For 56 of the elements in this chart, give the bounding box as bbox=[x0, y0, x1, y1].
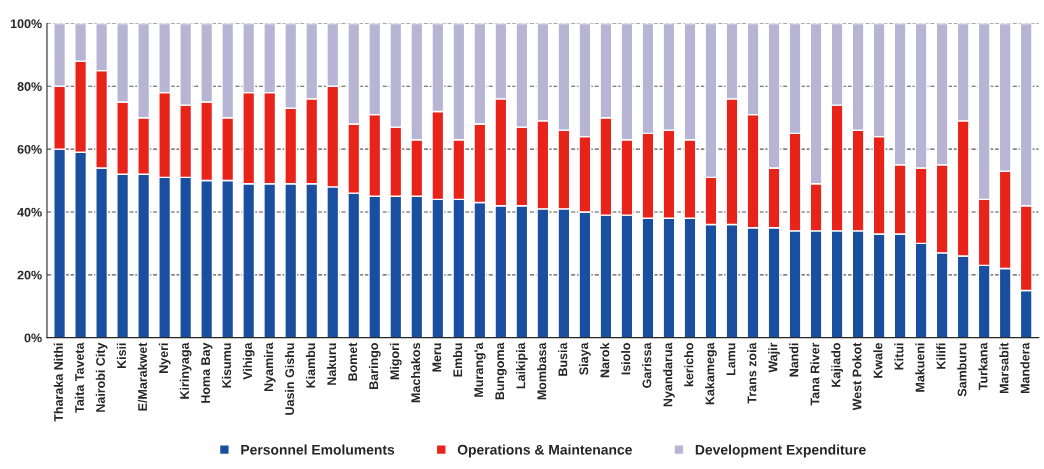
x-tick-label: Kiambu bbox=[305, 343, 316, 388]
x-tick-label: Nyamira bbox=[263, 342, 276, 392]
x-tick-label: Kajiado bbox=[831, 343, 843, 387]
x-tick-label: Nyandarua bbox=[663, 342, 675, 407]
x-tick-label: E/Marakwet bbox=[137, 342, 148, 411]
x-tick-label: Taita Taveta bbox=[74, 342, 84, 413]
x-tick-label: Tana River bbox=[810, 342, 820, 406]
x-tick-label: Samburu bbox=[957, 343, 967, 397]
x-tick-label: Bomet bbox=[348, 342, 358, 381]
x-tick-label: kericho bbox=[684, 343, 694, 387]
legend-label: Development Expenditure bbox=[695, 444, 866, 458]
x-tick-label: Kilifi bbox=[936, 343, 946, 369]
x-tick-label: Kisumu bbox=[221, 343, 232, 388]
x-tick-label: Homa Bay bbox=[201, 342, 213, 403]
x-tick-label: Baringo bbox=[368, 343, 381, 389]
y-tick-label: 80% bbox=[17, 82, 42, 91]
y-tick-label: 40% bbox=[17, 207, 42, 217]
x-tick-label: Isiolo bbox=[621, 343, 631, 375]
x-tick-label: Kirinyaga bbox=[179, 342, 192, 399]
y-tick-label: 0% bbox=[24, 333, 42, 343]
y-tick-label: 100% bbox=[10, 19, 42, 29]
legend-label: Operations & Maintenance bbox=[457, 444, 632, 458]
x-tick-label: Nakuru bbox=[326, 343, 337, 385]
x-tick-label: Siaya bbox=[579, 342, 591, 375]
x-tick-label: Nandi bbox=[789, 343, 799, 377]
x-tick-label: Kakamega bbox=[705, 342, 717, 405]
x-tick-label: Tharaka Nithi bbox=[53, 343, 63, 422]
x-tick-label: Murang'a bbox=[474, 342, 486, 397]
x-tick-label: Narok bbox=[600, 342, 610, 378]
legend-label: Personnel Emoluments bbox=[241, 444, 395, 455]
y-tick-label: 60% bbox=[17, 144, 42, 154]
x-tick-label: Nairobi City bbox=[95, 342, 108, 412]
x-tick-label: Meru bbox=[432, 343, 442, 372]
x-tick-label: Turkana bbox=[978, 342, 988, 391]
x-tick-label: Mandera bbox=[1020, 342, 1030, 394]
x-tick-label: Kwale bbox=[873, 342, 883, 378]
x-tick-label: Mombasa bbox=[537, 342, 547, 400]
x-tick-label: Machakos bbox=[410, 343, 421, 403]
x-tick-label: Bungoma bbox=[495, 342, 507, 400]
x-tick-label: Trans zoia bbox=[747, 342, 757, 404]
x-tick-label: Makueni bbox=[915, 343, 925, 392]
y-tick-label: 20% bbox=[17, 270, 42, 280]
x-tick-label: Kisii bbox=[116, 343, 126, 369]
x-tick-label: Embu bbox=[453, 343, 463, 377]
x-tick-label: West Pokot bbox=[852, 342, 862, 411]
x-tick-label: Garissa bbox=[642, 342, 652, 388]
x-tick-label: Migori bbox=[389, 343, 402, 380]
x-tick-label: Nyeri bbox=[158, 343, 171, 373]
x-tick-label: Busia bbox=[558, 342, 568, 376]
x-tick-label: Uasin Gishu bbox=[284, 343, 295, 415]
x-tick-label: Lamu bbox=[726, 343, 736, 376]
x-tick-label: Laikipia bbox=[516, 342, 528, 389]
x-tick-label: Kitui bbox=[894, 343, 904, 370]
x-tick-label: Marsabit bbox=[999, 342, 1009, 394]
x-tick-label: Vihiga bbox=[242, 342, 255, 380]
x-tick-label: Wajir bbox=[768, 342, 780, 373]
